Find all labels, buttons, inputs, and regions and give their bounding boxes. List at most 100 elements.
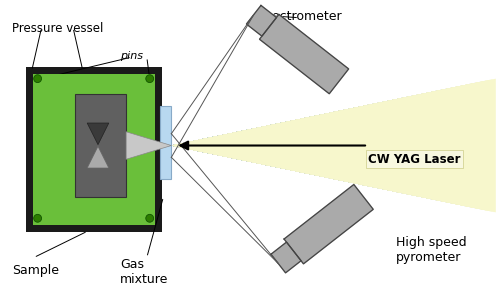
- Polygon shape: [172, 129, 249, 161]
- Bar: [75, 94, 126, 197]
- Polygon shape: [87, 146, 109, 168]
- Polygon shape: [172, 98, 402, 193]
- Text: Pressure vessel: Pressure vessel: [12, 22, 104, 35]
- Polygon shape: [172, 87, 454, 204]
- Polygon shape: [172, 87, 457, 204]
- Polygon shape: [87, 123, 109, 145]
- Polygon shape: [172, 131, 239, 159]
- Polygon shape: [172, 140, 198, 151]
- Polygon shape: [172, 93, 424, 198]
- Polygon shape: [172, 124, 275, 167]
- Polygon shape: [172, 80, 489, 211]
- Polygon shape: [172, 135, 220, 156]
- Polygon shape: [172, 97, 408, 194]
- Polygon shape: [172, 112, 334, 179]
- Polygon shape: [172, 110, 346, 182]
- Circle shape: [34, 214, 42, 222]
- Polygon shape: [271, 242, 301, 273]
- Polygon shape: [172, 101, 386, 190]
- Polygon shape: [172, 128, 259, 164]
- Polygon shape: [172, 113, 330, 178]
- Polygon shape: [172, 121, 288, 170]
- Polygon shape: [172, 99, 395, 192]
- Polygon shape: [172, 124, 278, 168]
- Text: Sample: Sample: [12, 263, 59, 277]
- Polygon shape: [172, 145, 174, 146]
- Polygon shape: [172, 142, 191, 150]
- Polygon shape: [172, 106, 363, 185]
- Polygon shape: [172, 143, 184, 148]
- Polygon shape: [172, 132, 236, 159]
- Polygon shape: [172, 92, 431, 199]
- Polygon shape: [172, 81, 483, 210]
- Polygon shape: [126, 132, 172, 159]
- Polygon shape: [172, 126, 266, 165]
- Polygon shape: [172, 143, 181, 147]
- Polygon shape: [172, 126, 268, 166]
- Polygon shape: [172, 95, 414, 196]
- Polygon shape: [172, 139, 204, 152]
- Polygon shape: [172, 103, 379, 188]
- Polygon shape: [172, 83, 476, 208]
- Polygon shape: [284, 185, 373, 264]
- Polygon shape: [172, 111, 340, 180]
- Polygon shape: [172, 94, 421, 197]
- Polygon shape: [172, 130, 246, 161]
- Polygon shape: [246, 6, 276, 36]
- Polygon shape: [172, 117, 311, 174]
- Polygon shape: [172, 107, 356, 184]
- Polygon shape: [172, 125, 272, 166]
- Polygon shape: [172, 122, 285, 169]
- Polygon shape: [172, 110, 344, 181]
- Circle shape: [146, 214, 154, 222]
- Polygon shape: [172, 91, 434, 200]
- Polygon shape: [172, 131, 242, 160]
- Polygon shape: [172, 108, 353, 183]
- Polygon shape: [172, 105, 370, 186]
- Polygon shape: [172, 79, 492, 212]
- Polygon shape: [172, 86, 460, 205]
- Polygon shape: [260, 14, 348, 94]
- Text: High speed
pyrometer: High speed pyrometer: [396, 236, 466, 264]
- Polygon shape: [172, 142, 188, 149]
- Polygon shape: [172, 112, 337, 180]
- Polygon shape: [172, 88, 450, 203]
- Polygon shape: [172, 89, 447, 202]
- Polygon shape: [172, 84, 470, 207]
- Polygon shape: [172, 97, 405, 194]
- Bar: [32, 74, 154, 225]
- Polygon shape: [172, 93, 428, 198]
- Polygon shape: [172, 117, 308, 174]
- Polygon shape: [172, 128, 256, 163]
- Polygon shape: [172, 96, 412, 195]
- Polygon shape: [172, 127, 262, 164]
- Circle shape: [34, 75, 42, 83]
- Polygon shape: [172, 134, 226, 157]
- Polygon shape: [172, 129, 252, 162]
- Polygon shape: [172, 133, 230, 158]
- Polygon shape: [172, 81, 486, 210]
- Polygon shape: [172, 120, 294, 171]
- Polygon shape: [172, 123, 281, 168]
- Polygon shape: [172, 137, 213, 154]
- Polygon shape: [172, 83, 473, 208]
- Bar: [160, 106, 172, 179]
- Polygon shape: [172, 105, 366, 186]
- Polygon shape: [172, 79, 496, 212]
- Polygon shape: [172, 82, 479, 209]
- Polygon shape: [172, 107, 360, 184]
- Polygon shape: [172, 102, 382, 189]
- Polygon shape: [172, 103, 376, 188]
- Polygon shape: [172, 121, 292, 170]
- Text: pins: pins: [120, 51, 143, 61]
- Polygon shape: [172, 100, 392, 191]
- Polygon shape: [172, 119, 298, 172]
- Polygon shape: [172, 115, 320, 176]
- Polygon shape: [172, 140, 200, 152]
- Polygon shape: [172, 114, 324, 177]
- Polygon shape: [172, 113, 327, 178]
- Circle shape: [146, 75, 154, 83]
- Polygon shape: [172, 115, 318, 175]
- Polygon shape: [172, 135, 224, 156]
- Text: Spectrometer: Spectrometer: [256, 10, 342, 23]
